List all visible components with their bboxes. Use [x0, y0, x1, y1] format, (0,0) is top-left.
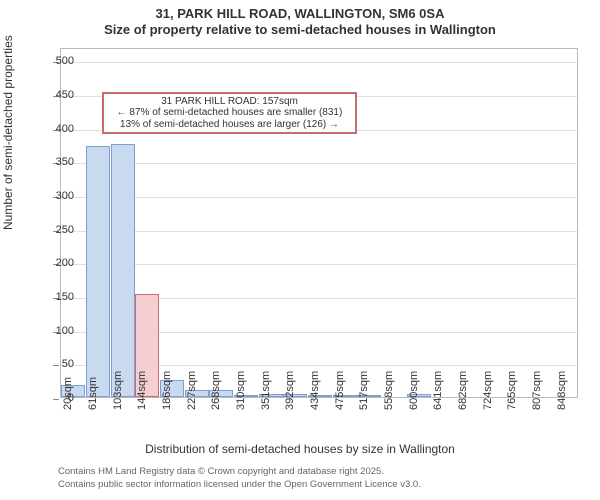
grid-line: [61, 62, 577, 63]
y-tick-label: 450: [56, 89, 74, 101]
chart-title-line1: 31, PARK HILL ROAD, WALLINGTON, SM6 0SA: [0, 6, 600, 21]
annotation-line3: 13% of semi-detached houses are larger (…: [108, 119, 351, 131]
bar: [111, 144, 135, 397]
annotation-line2: ← 87% of semi-detached houses are smalle…: [108, 107, 351, 119]
grid-line: [61, 264, 577, 265]
grid-line: [61, 163, 577, 164]
y-tick-label: 150: [56, 291, 74, 303]
y-tick-label: 400: [56, 123, 74, 135]
x-axis-title: Distribution of semi-detached houses by …: [0, 442, 600, 456]
chart-title-line2: Size of property relative to semi-detach…: [0, 22, 600, 37]
footer-line1: Contains HM Land Registry data © Crown c…: [58, 466, 384, 477]
y-tick-label: 100: [56, 325, 74, 337]
y-tick-label: 350: [56, 156, 74, 168]
annotation-box: 31 PARK HILL ROAD: 157sqm ← 87% of semi-…: [102, 92, 357, 135]
y-tick-label: 500: [56, 55, 74, 67]
y-axis-title: Number of semi-detached properties: [1, 35, 15, 230]
annotation-line1: 31 PARK HILL ROAD: 157sqm: [108, 96, 351, 108]
grid-line: [61, 197, 577, 198]
y-tick-label: 300: [56, 190, 74, 202]
chart-container: 31, PARK HILL ROAD, WALLINGTON, SM6 0SA …: [0, 0, 600, 500]
y-tick-label: 250: [56, 224, 74, 236]
bar: [86, 146, 110, 397]
y-tick-label: 50: [62, 358, 74, 370]
y-tick-label: 200: [56, 257, 74, 269]
footer-line2: Contains public sector information licen…: [58, 479, 421, 490]
grid-line: [61, 231, 577, 232]
